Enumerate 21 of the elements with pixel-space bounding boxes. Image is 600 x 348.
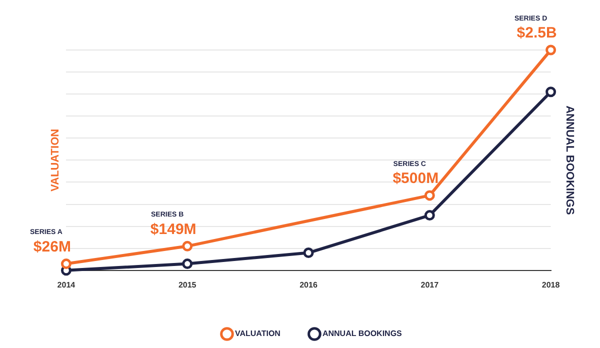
annotation: $26M bbox=[33, 238, 71, 256]
x-tick-label: 2018 bbox=[542, 280, 560, 290]
point bbox=[424, 190, 435, 201]
y-axis-title: VALUATION bbox=[50, 128, 62, 192]
legend-label: ANNUAL BOOKINGS bbox=[322, 329, 403, 338]
x-tick-label: 2015 bbox=[178, 280, 197, 290]
point bbox=[182, 240, 193, 252]
point bbox=[546, 86, 556, 98]
annotation: $500M bbox=[392, 170, 439, 188]
legend-label: VALUATION bbox=[234, 329, 281, 338]
annotation: $2.5B bbox=[516, 24, 557, 42]
annotation: $149M bbox=[150, 220, 196, 238]
x-tick-label: 2016 bbox=[300, 280, 318, 290]
point bbox=[424, 210, 435, 221]
x-tick-label: 2017 bbox=[420, 280, 440, 290]
point bbox=[60, 258, 72, 270]
y2-axis-title: ANNUAL BOOKINGS bbox=[563, 106, 576, 215]
point bbox=[182, 258, 193, 270]
point bbox=[546, 44, 556, 56]
x-tick-label: 2014 bbox=[57, 280, 76, 290]
point bbox=[303, 248, 314, 258]
